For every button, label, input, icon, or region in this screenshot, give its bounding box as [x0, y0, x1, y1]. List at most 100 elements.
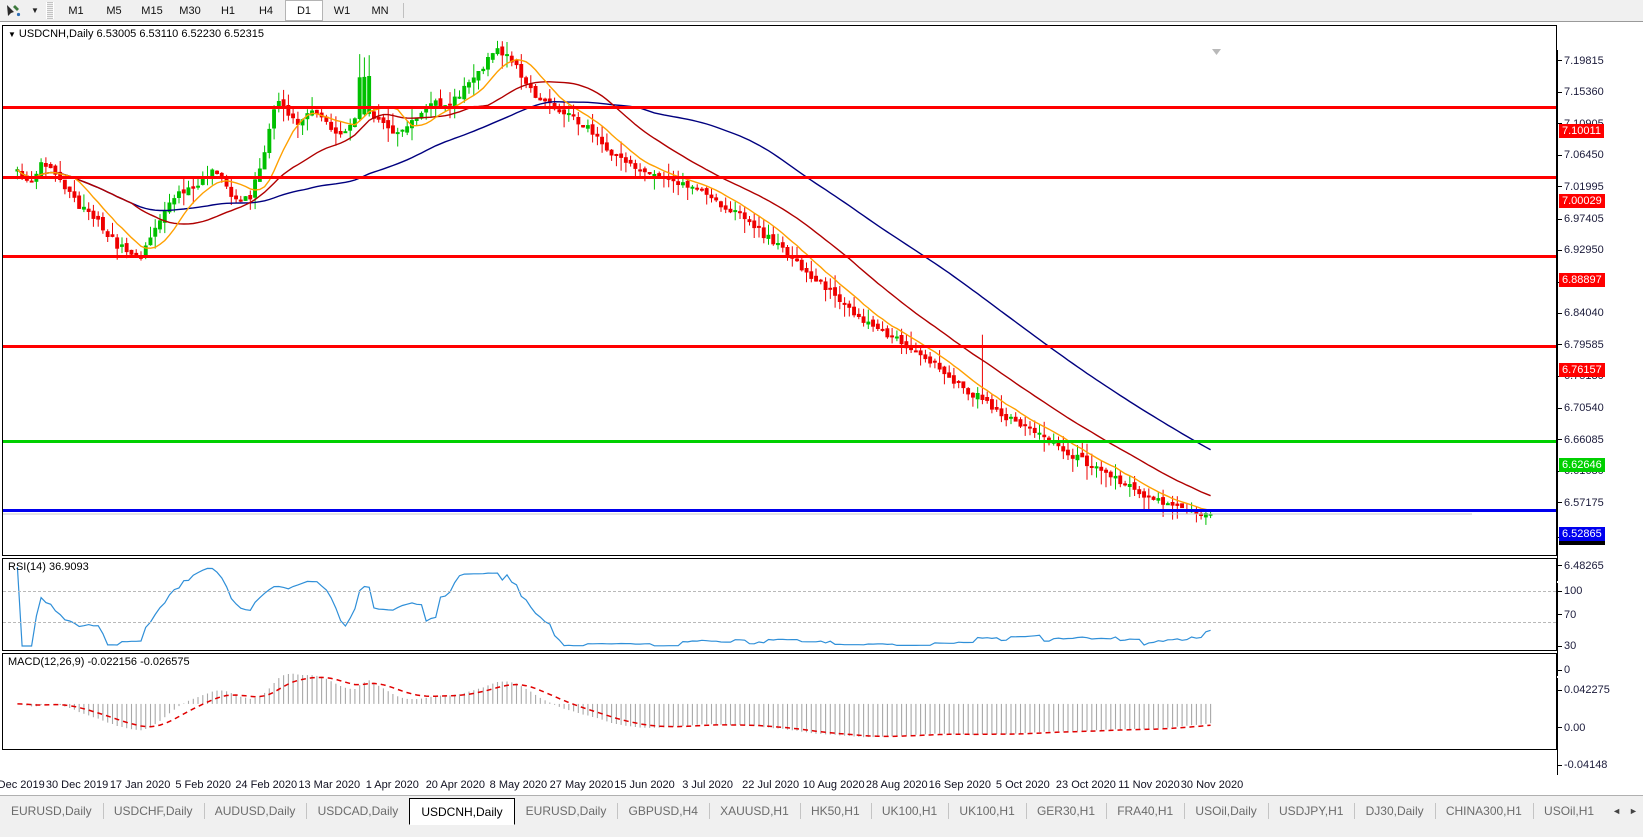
- time-tick-label: 27 May 2020: [549, 779, 614, 791]
- timeframe-button-mn[interactable]: MN: [371, 4, 389, 17]
- top-toolbar: ▼ M1 M5 M15 M30 H1 H4 D1 W1 MN: [0, 0, 1643, 22]
- chevron-down-icon[interactable]: ▼: [31, 6, 39, 15]
- rsi-tick: 30: [1558, 640, 1643, 652]
- price-tick-label: 7.15360: [1564, 86, 1604, 99]
- time-tick-label: 16 Sep 2020: [928, 779, 991, 791]
- chart-tab-eurusd-daily[interactable]: EURUSD,Daily: [525, 804, 607, 818]
- price-tick-label: 6.70540: [1564, 402, 1604, 415]
- macd-tick-label: 0.042275: [1564, 684, 1610, 696]
- rsi-tick-label: 100: [1564, 585, 1583, 597]
- chart-tab-audusd-daily[interactable]: AUDUSD,Daily: [214, 804, 296, 818]
- rsi-tick-label: 70: [1564, 608, 1577, 621]
- chart-tab-usoil-h1[interactable]: USOil,H1: [1544, 804, 1595, 818]
- chart-tab-fra40-h1[interactable]: FRA40,H1: [1117, 804, 1174, 818]
- price-chart-pane[interactable]: ▼ USDCNH,Daily 6.53005 6.53110 6.52230 6.…: [2, 25, 1557, 556]
- macd-plot: [17, 673, 1212, 738]
- macd-scale-axis[interactable]: 0.042275 0.00 -0.04148: [1557, 678, 1643, 775]
- horizontal-level-line-resistance[interactable]: [3, 344, 1556, 348]
- timeframe-button-m30[interactable]: M30: [179, 4, 201, 17]
- macd-indicator-pane[interactable]: MACD(12,26,9) -0.022156 -0.026575: [2, 653, 1557, 750]
- price-tick-label: 6.57175: [1564, 496, 1604, 509]
- chart-scroll-pip-icon: [1212, 49, 1221, 55]
- time-tick-label: 13 Mar 2020: [298, 779, 361, 791]
- scroll-right-icon[interactable]: ►: [1628, 806, 1638, 816]
- rsi-scale-axis[interactable]: 100 70 30 0: [1557, 583, 1643, 676]
- chart-tab-uk100-h1[interactable]: UK100,H1: [959, 804, 1015, 818]
- time-tick-label: 10 Aug 2020: [802, 779, 865, 791]
- timeframe-button-m15[interactable]: M15: [141, 4, 163, 17]
- candlestick-plot: [3, 40, 1472, 525]
- chart-window[interactable]: ▼ USDCNH,Daily 6.53005 6.53110 6.52230 6.…: [0, 25, 1643, 812]
- time-tick-label: 5 Oct 2020: [995, 779, 1050, 791]
- level-badge-resistance[interactable]: 6.76157: [1559, 362, 1605, 377]
- horizontal-level-line-support[interactable]: [3, 440, 1556, 444]
- level-badge-resistance[interactable]: 6.88897: [1559, 272, 1605, 287]
- chart-tab-eurusd-daily[interactable]: EURUSD,Daily: [11, 804, 92, 818]
- price-scale-axis[interactable]: 7.198157.153607.109057.064507.019956.974…: [1557, 50, 1643, 581]
- rsi-indicator-pane[interactable]: RSI(14) 36.9093: [2, 558, 1557, 651]
- chart-tab-china300-h1[interactable]: CHINA300,H1: [1445, 804, 1522, 818]
- time-tick-label: 1 Apr 2020: [365, 779, 419, 791]
- rsi-tick-label: 30: [1564, 640, 1577, 653]
- chart-tab-dj30-daily[interactable]: DJ30,Daily: [1365, 804, 1424, 818]
- price-tick: 7.06450: [1558, 149, 1643, 161]
- time-tick-label: 8 May 2020: [489, 779, 548, 791]
- price-tick: 6.57175: [1558, 497, 1643, 509]
- chart-tab-xauusd-h1[interactable]: XAUUSD,H1: [720, 804, 789, 818]
- toolbar-gripper[interactable]: [46, 2, 54, 19]
- price-tick-label: 6.92950: [1564, 244, 1604, 257]
- price-tick-label: 7.01995: [1564, 180, 1604, 193]
- timeframe-button-d1[interactable]: D1: [285, 0, 323, 21]
- level-badge-resistance[interactable]: 7.00029: [1559, 194, 1605, 209]
- horizontal-level-line-entry[interactable]: [3, 509, 1556, 513]
- tab-scroll-controls[interactable]: ◄ ►: [1607, 798, 1643, 824]
- time-tick-label: 3 Jul 2020: [682, 779, 733, 791]
- chart-tab-bar[interactable]: EURUSD,Daily USDCHF,Daily AUDUSD,Daily USDC…: [0, 795, 1643, 837]
- price-tick: 7.19815: [1558, 55, 1643, 67]
- chart-tab-usdjpy-h1[interactable]: USDJPY,H1: [1278, 804, 1344, 818]
- price-tick-label: 6.84040: [1564, 307, 1604, 320]
- chart-tab-uk100-h1[interactable]: UK100,H1: [881, 804, 938, 818]
- chart-tab-ger30-h1[interactable]: GER30,H1: [1036, 804, 1095, 818]
- chart-tab-usoil-daily[interactable]: USOil,Daily: [1195, 804, 1257, 818]
- macd-pane-label: MACD(12,26,9) -0.022156 -0.026575: [8, 656, 190, 668]
- price-tick: 6.92950: [1558, 244, 1643, 256]
- scroll-left-icon[interactable]: ◄: [1612, 806, 1621, 816]
- rsi-pane-label: RSI(14) 36.9093: [8, 561, 89, 573]
- macd-tick-label: 0.00: [1564, 721, 1586, 734]
- horizontal-level-line-resistance[interactable]: [3, 176, 1556, 180]
- level-badge-support[interactable]: 6.62646: [1559, 458, 1605, 473]
- timeframe-button-m5[interactable]: M5: [106, 4, 122, 17]
- time-tick-label: 15 Jun 2020: [614, 779, 675, 791]
- price-tick-label: 6.48265: [1564, 559, 1604, 572]
- time-tick-label: 23 Oct 2020: [1055, 779, 1116, 791]
- pane-collapse-icon[interactable]: ▼: [8, 30, 16, 39]
- chart-tab-hk50-h1[interactable]: HK50,H1: [810, 804, 860, 818]
- horizontal-level-line-resistance[interactable]: [3, 106, 1556, 110]
- macd-tick-label: -0.04148: [1564, 759, 1608, 771]
- chart-tab-usdcad-daily[interactable]: USDCAD,Daily: [317, 804, 399, 818]
- rsi-tick-label: 0: [1564, 664, 1571, 676]
- horizontal-level-line-resistance[interactable]: [3, 254, 1556, 258]
- toolbar-separator: [403, 3, 404, 18]
- time-tick-label: 5 Feb 2020: [175, 779, 231, 791]
- chart-tab-usdcnh-daily[interactable]: USDCNH,Daily: [409, 798, 515, 825]
- level-badge-resistance[interactable]: 7.10011: [1559, 124, 1604, 139]
- macd-tick: 0.042275: [1558, 684, 1643, 696]
- price-tick: 6.79585: [1558, 339, 1643, 351]
- chart-tab-gbpusd-h4[interactable]: GBPUSD,H4: [628, 804, 698, 818]
- rsi-plot: [16, 566, 1211, 647]
- price-pane-label: ▼ USDCNH,Daily 6.53005 6.53110 6.52230 6.…: [8, 28, 264, 40]
- chart-tab-usdchf-daily[interactable]: USDCHF,Daily: [113, 804, 193, 818]
- price-tick-label: 6.79585: [1564, 338, 1604, 351]
- timeframe-button-m1[interactable]: M1: [68, 4, 84, 17]
- timeframe-button-h1[interactable]: H1: [220, 4, 236, 17]
- timeframe-button-w1[interactable]: W1: [333, 4, 351, 17]
- level-badge-entry[interactable]: 6.52865: [1559, 527, 1605, 542]
- time-tick-label: 11 Nov 2020: [1118, 779, 1180, 791]
- timeframe-button-h4[interactable]: H4: [258, 4, 274, 17]
- drawing-tools-icon[interactable]: [0, 0, 26, 21]
- time-tick-label: 30 Nov 2020: [1180, 779, 1244, 791]
- time-tick-label: 24 Feb 2020: [235, 779, 298, 791]
